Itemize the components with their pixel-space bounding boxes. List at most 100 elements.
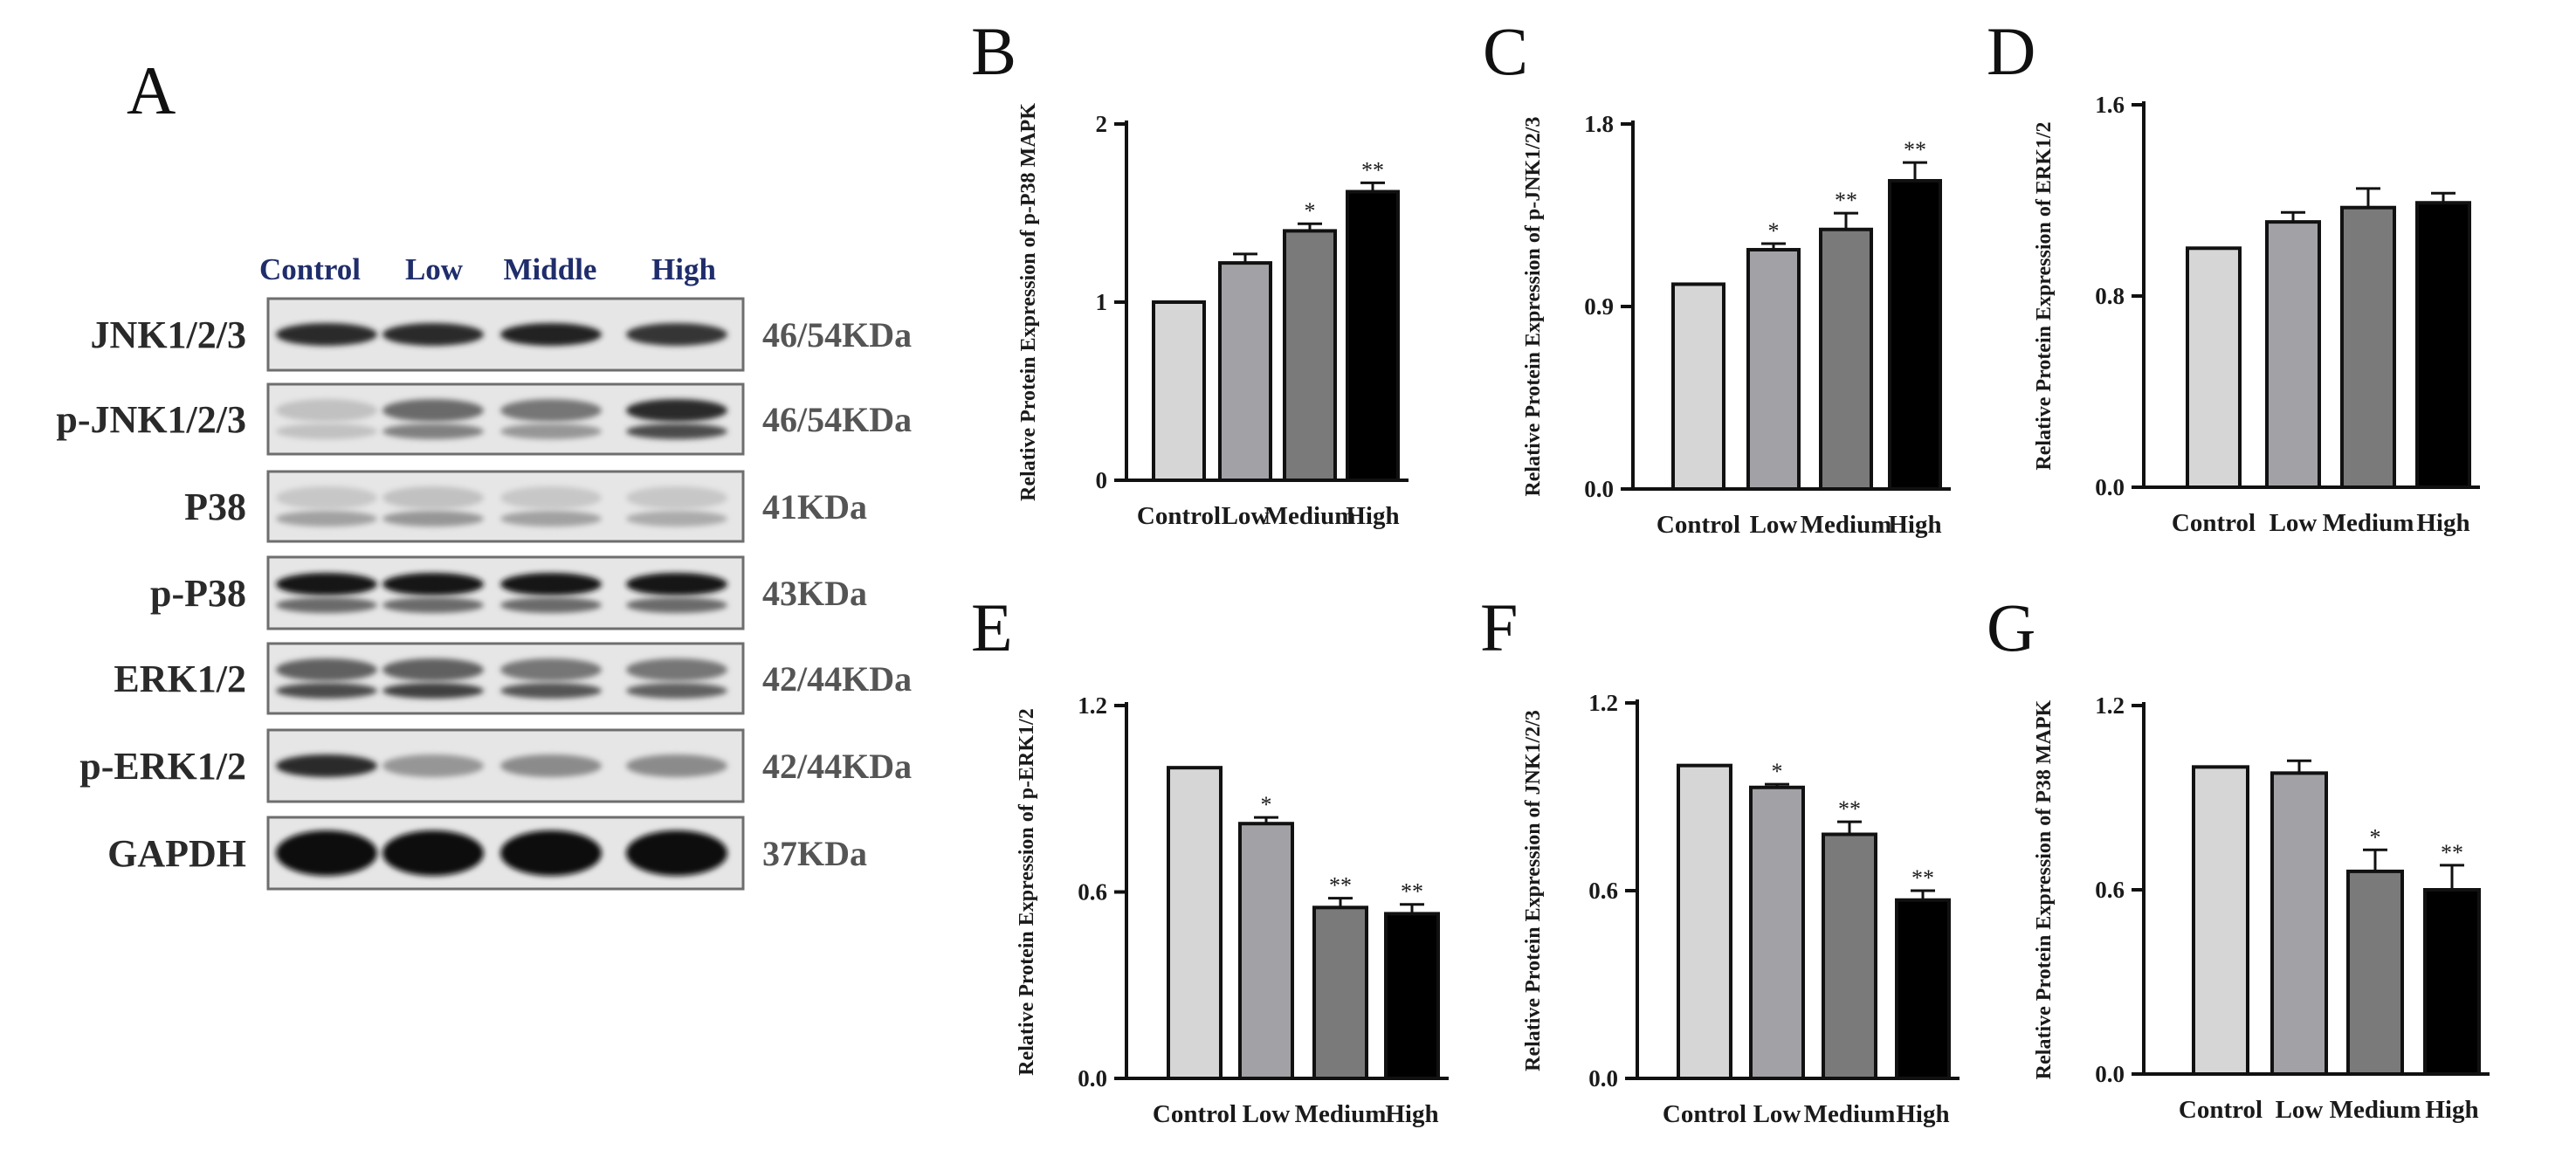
blot-band	[500, 399, 602, 422]
blot-band	[276, 399, 377, 422]
y-tick-label: 2	[1096, 111, 1108, 137]
blot-band	[276, 573, 377, 596]
y-tick-label: 1.8	[1584, 111, 1614, 137]
category-label: High	[1346, 502, 1399, 530]
blot-band	[500, 830, 602, 876]
y-tick-label: 0	[1096, 467, 1108, 493]
y-tick-label: 0.0	[2095, 474, 2125, 500]
significance-mark: **	[1361, 157, 1384, 182]
blot-band	[626, 399, 727, 422]
blot-band-lower	[500, 511, 602, 527]
category-label: Medium	[1264, 502, 1356, 530]
significance-mark: **	[2441, 840, 2463, 865]
blot-band-lower	[500, 597, 602, 613]
blot-band	[382, 658, 484, 681]
y-tick-label: 0.8	[2095, 283, 2125, 309]
category-label: Control	[1656, 511, 1740, 539]
bar	[1167, 766, 1223, 1081]
chart-panel-f: F Relative Protein Expression of JNK1/2/3…	[1480, 589, 1960, 1128]
blot-band	[626, 754, 727, 777]
y-axis-title: Relative Protein Expression of p-ERK1/2	[1016, 708, 1038, 1075]
significance-mark: *	[1768, 218, 1780, 244]
blot-band	[626, 573, 727, 596]
blot-row	[266, 728, 745, 803]
category-label: Medium	[1801, 511, 1892, 539]
blot-row	[266, 816, 745, 891]
blot-band-lower	[276, 424, 377, 439]
panel-letter: F	[1480, 589, 1518, 665]
significance-mark: **	[1329, 873, 1352, 899]
y-tick-label: 0.6	[2095, 877, 2125, 903]
bar	[2265, 220, 2321, 489]
blot-row	[266, 470, 745, 543]
category-label: Low	[1753, 1100, 1801, 1128]
bar	[1895, 898, 1951, 1080]
y-tick-label: 1.2	[1588, 690, 1618, 716]
y-tick-label: 0.0	[1584, 476, 1614, 502]
blot-band	[500, 754, 602, 777]
lane-label: Low	[405, 252, 464, 286]
y-axis-title: Relative Protein Expression of P38 MAPK	[2033, 699, 2056, 1079]
panel-letter: B	[971, 13, 1016, 89]
y-tick-label: 0.9	[1584, 293, 1614, 320]
category-label: Low	[2269, 509, 2318, 537]
blot-band	[626, 486, 727, 509]
blot-band-lower	[276, 683, 377, 699]
blot-band	[276, 658, 377, 681]
chart-panel-g: G Relative Protein Expression of P38 MAPK…	[1987, 589, 2490, 1124]
bar	[2346, 869, 2404, 1076]
category-label: Medium	[2323, 509, 2414, 537]
protein-label: p-P38	[150, 572, 246, 615]
significance-mark: *	[1261, 792, 1272, 817]
bar	[1238, 822, 1294, 1080]
blot-band	[500, 323, 602, 346]
panel-letter-a: A	[127, 52, 176, 128]
bar	[2415, 201, 2471, 490]
blot-band	[500, 658, 602, 681]
y-tick-label: 1.2	[2095, 692, 2125, 719]
bar	[1819, 227, 1873, 491]
bar	[1677, 763, 1732, 1081]
bar	[2270, 771, 2328, 1076]
significance-mark: **	[1838, 796, 1861, 822]
bar	[2186, 246, 2242, 489]
protein-label: P38	[184, 485, 246, 528]
category-label: Control	[2179, 1096, 2263, 1124]
bar	[1312, 906, 1368, 1080]
blot-band-lower	[382, 597, 484, 613]
y-tick-label: 0.0	[1078, 1065, 1107, 1091]
bar	[1384, 912, 1440, 1080]
bar	[2423, 888, 2481, 1076]
kda-label: 46/54KDa	[762, 315, 912, 355]
blot-row	[266, 382, 745, 456]
blot-band-lower	[626, 597, 727, 613]
kda-label: 41KDa	[762, 487, 867, 527]
kda-label: 46/54KDa	[762, 400, 912, 439]
blot-band	[500, 486, 602, 509]
y-axis-title: Relative Protein Expression of ERK1/2	[2033, 121, 2056, 470]
y-tick-label: 0.0	[2095, 1061, 2125, 1087]
y-tick-label: 1	[1096, 289, 1108, 315]
y-axis-title: Relative Protein Expression of JNK1/2/3	[1522, 710, 1545, 1071]
significance-mark: **	[1835, 188, 1857, 213]
blot-band	[626, 658, 727, 681]
blot-band	[382, 830, 484, 876]
category-label: High	[1888, 511, 1941, 539]
blot-band-lower	[382, 683, 484, 699]
category-label: High	[1385, 1100, 1438, 1128]
category-label: High	[2416, 509, 2469, 537]
western-blot-panel: A Control Low Middle High JNK1/2/3 46/54KDa p-J…	[56, 52, 912, 891]
category-label: Control	[1153, 1100, 1236, 1128]
lane-label: Middle	[504, 252, 597, 286]
chart-panel-d: D Relative Protein Expression of ERK1/2 0.…	[1987, 13, 2480, 537]
kda-label: 43KDa	[762, 574, 867, 613]
chart-panel-e: E Relative Protein Expression of p-ERK1/2…	[971, 589, 1449, 1128]
blot-band-lower	[626, 511, 727, 527]
y-tick-label: 0.6	[1078, 879, 1107, 906]
category-label: Control	[1137, 502, 1221, 530]
protein-label: p-JNK1/2/3	[56, 398, 246, 441]
significance-mark: **	[1401, 879, 1423, 905]
blot-band-lower	[382, 511, 484, 527]
lane-label: High	[651, 252, 716, 286]
